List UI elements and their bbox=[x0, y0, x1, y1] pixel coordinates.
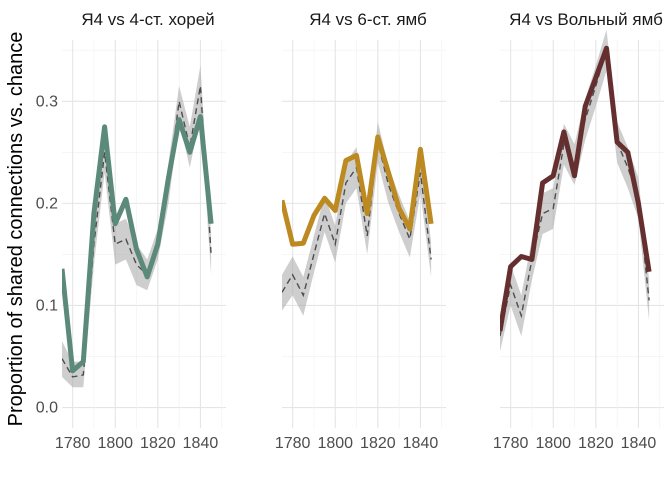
panel-series bbox=[500, 29, 652, 352]
panel-series bbox=[282, 121, 434, 316]
panel-title: Я4 vs Вольный ямб bbox=[509, 10, 663, 29]
facet-panels: Я4 vs 4-ст. хорей 1780 1800 1820 1840 0.0 0.1 0… bbox=[36, 10, 664, 452]
x-tick-label: 1800 bbox=[535, 435, 571, 452]
y-tick-label: 0.1 bbox=[36, 297, 58, 314]
x-tick-label: 1840 bbox=[183, 435, 219, 452]
facet-panel-1: Я4 vs 4-ст. хорей 1780 1800 1820 1840 0.0 0.1 0… bbox=[36, 10, 226, 452]
y-tick-label: 0.0 bbox=[36, 400, 58, 417]
panel-series bbox=[62, 65, 214, 388]
x-tick-label: 1820 bbox=[578, 435, 614, 452]
x-tick-label: 1820 bbox=[360, 435, 396, 452]
chance-line bbox=[500, 49, 650, 337]
facet-panel-3: Я4 vs Вольный ямб 1780 1800 1820 1840 bbox=[493, 10, 664, 452]
x-tick-label: 1780 bbox=[275, 435, 311, 452]
x-tick-label: 1840 bbox=[621, 435, 657, 452]
x-tick-label: 1780 bbox=[493, 435, 529, 452]
x-tick-label: 1800 bbox=[97, 435, 133, 452]
y-tick-label: 0.3 bbox=[36, 93, 58, 110]
y-tick-label: 0.2 bbox=[36, 195, 58, 212]
x-tick-label: 1800 bbox=[317, 435, 353, 452]
facet-panel-2: Я4 vs 6-ст. ямб 1780 1800 1820 1840 bbox=[275, 10, 446, 452]
x-tick-label: 1780 bbox=[55, 435, 91, 452]
y-axis-label: Proportion of shared connections vs. cha… bbox=[5, 32, 27, 427]
panel-title: Я4 vs 4-ст. хорей bbox=[81, 10, 214, 29]
x-tick-label: 1840 bbox=[403, 435, 439, 452]
x-tick-label: 1820 bbox=[140, 435, 176, 452]
panel-title: Я4 vs 6-ст. ямб bbox=[309, 10, 427, 29]
